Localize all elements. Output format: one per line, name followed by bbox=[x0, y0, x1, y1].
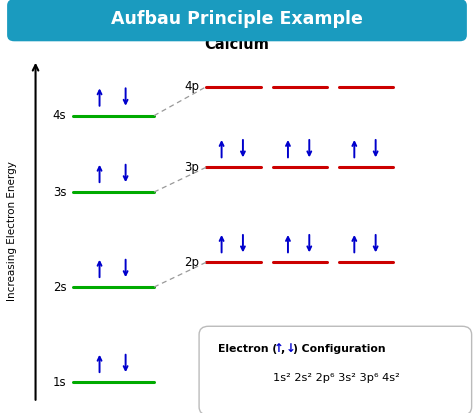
Text: 2s: 2s bbox=[53, 280, 66, 294]
Text: 3p: 3p bbox=[184, 161, 199, 174]
Text: 1s² 2s² 2p⁶ 3s² 3p⁶ 4s²: 1s² 2s² 2p⁶ 3s² 3p⁶ 4s² bbox=[273, 373, 400, 383]
Text: 1s: 1s bbox=[53, 375, 66, 389]
Text: ChemistryLearner.com: ChemistryLearner.com bbox=[265, 402, 351, 411]
Text: 4p: 4p bbox=[184, 80, 199, 93]
Text: Increasing Electron Energy: Increasing Electron Energy bbox=[7, 161, 17, 301]
Text: Calcium: Calcium bbox=[205, 37, 269, 52]
FancyBboxPatch shape bbox=[7, 0, 467, 41]
Text: ) Configuration: ) Configuration bbox=[293, 344, 385, 354]
Text: 2p: 2p bbox=[184, 256, 199, 269]
FancyBboxPatch shape bbox=[199, 326, 472, 413]
Text: 3s: 3s bbox=[53, 185, 66, 199]
Text: Aufbau Principle Example: Aufbau Principle Example bbox=[111, 10, 363, 28]
Text: 4s: 4s bbox=[53, 109, 66, 122]
Text: ↓: ↓ bbox=[286, 342, 296, 356]
Text: ↑: ↑ bbox=[274, 342, 284, 356]
Text: ,: , bbox=[281, 344, 285, 354]
Text: Electron (: Electron ( bbox=[218, 344, 277, 354]
